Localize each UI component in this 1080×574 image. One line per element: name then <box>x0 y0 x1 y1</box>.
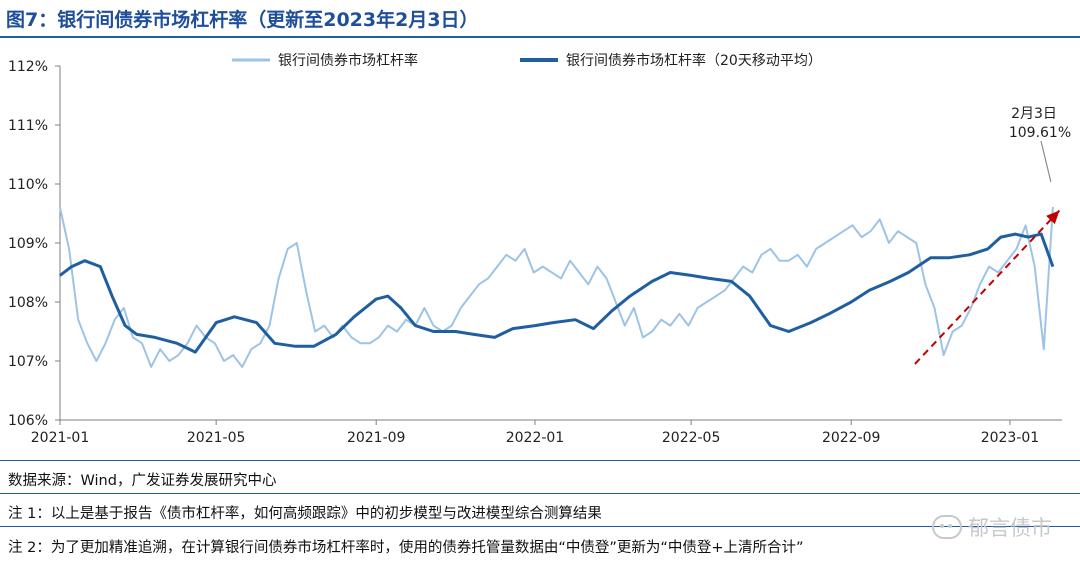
x-tick-label: 2023-01 <box>981 430 1040 446</box>
x-tick-label: 2022-01 <box>506 430 565 446</box>
source-note: 数据来源：Wind，广发证券发展研究中心 <box>8 473 277 489</box>
legend-label-1: 银行间债券市场杠杆率 <box>278 52 418 69</box>
x-tick-label: 2022-09 <box>822 430 881 446</box>
note-2: 注 2：为了更加精准追溯，在计算银行间债券市场杠杆率时，使用的债券托管量数据由“… <box>8 540 804 556</box>
series-line-2 <box>59 232 1055 354</box>
y-tick-label: 106% <box>8 413 48 429</box>
notes-top-rule <box>0 460 1080 461</box>
y-tick-label: 110% <box>8 177 48 193</box>
x-tick-label: 2022-05 <box>662 430 721 446</box>
watermark: 郁言债市 <box>932 512 1052 542</box>
y-tick-label: 107% <box>8 354 48 370</box>
chart-legend: 银行间债券市场杠杆率 银行间债券市场杠杆率（20天移动平均） <box>232 52 822 69</box>
annotation-value-label: 109.61% <box>1009 125 1071 141</box>
notes-divider-1 <box>0 493 1080 494</box>
leverage-line-chart: 106% 107% 108% 109% 110% 111% 112% 2021-01 2021-… <box>8 52 1071 446</box>
annotation-leader <box>1040 140 1052 183</box>
series-line-1 <box>59 206 1054 368</box>
y-tick-label: 108% <box>8 295 48 311</box>
y-tick-label: 112% <box>8 59 48 75</box>
notes-divider-2 <box>0 526 1080 527</box>
figure-title: 图7：银行间债券市场杠杆率（更新至2023年2月3日） <box>6 9 479 31</box>
chart-annotation: 2月3日 109.61% <box>1009 106 1071 183</box>
x-tick-label: 2021-05 <box>187 430 246 446</box>
chart-axes: 106% 107% 108% 109% 110% 111% 112% 2021-01 2021-… <box>8 59 1062 446</box>
annotation-date-label: 2月3日 <box>1011 106 1057 122</box>
x-tick-label: 2021-09 <box>347 430 406 446</box>
y-tick-label: 111% <box>8 118 48 134</box>
watermark-text: 郁言债市 <box>968 516 1052 540</box>
x-tick-label: 2021-01 <box>31 430 90 446</box>
legend-label-2: 银行间债券市场杠杆率（20天移动平均） <box>566 52 822 69</box>
wechat-icon <box>932 515 962 539</box>
note-1: 注 1：以上是基于报告《债市杠杆率，如何高频跟踪》中的初步模型与改进模型综合测算… <box>8 506 602 522</box>
chart-series <box>59 206 1061 368</box>
y-tick-label: 109% <box>8 236 48 252</box>
trend-arrow-head <box>1046 210 1060 225</box>
figure-header: 图7：银行间债券市场杠杆率（更新至2023年2月3日） <box>0 0 1080 38</box>
